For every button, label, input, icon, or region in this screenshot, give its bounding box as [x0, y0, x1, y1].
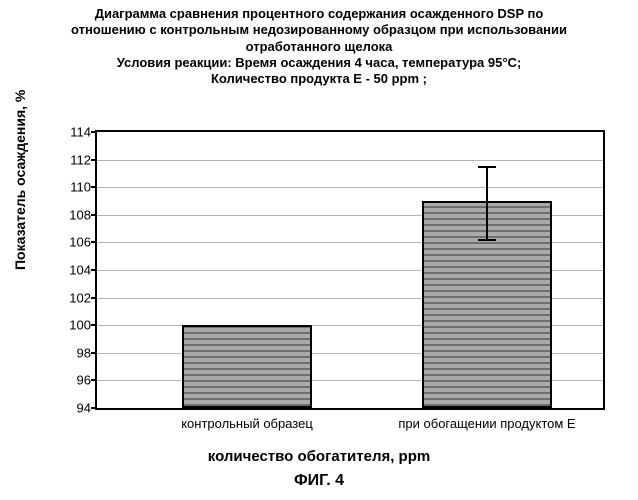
y-tick-label: 102 — [69, 290, 91, 305]
y-tick-mark — [91, 352, 97, 354]
y-tick-mark — [91, 324, 97, 326]
gridline — [97, 187, 603, 188]
plot-area: 949698100102104106108110112114контрольны… — [95, 130, 605, 410]
error-bar-stem — [486, 167, 488, 240]
y-tick-mark — [91, 407, 97, 409]
error-bar-cap-bottom — [478, 239, 496, 241]
y-tick-label: 100 — [69, 318, 91, 333]
y-tick-label: 98 — [77, 345, 91, 360]
x-category-label: контрольный образец — [181, 416, 313, 431]
y-tick-mark — [91, 241, 97, 243]
title-line-3: отработанного щелока — [30, 39, 608, 55]
bar — [182, 325, 312, 408]
y-tick-label: 114 — [70, 125, 91, 140]
gridline — [97, 160, 603, 161]
title-line-4: Условия реакции: Время осаждения 4 часа,… — [30, 55, 608, 71]
bar-hatch — [184, 327, 310, 406]
y-axis-label: Показатель осаждения, % — [12, 90, 28, 270]
x-category-label: при обогащении продуктом E — [398, 416, 575, 431]
y-tick-label: 94 — [77, 401, 91, 416]
y-tick-label: 112 — [70, 152, 91, 167]
title-line-5: Количество продукта E - 50 ppm ; — [30, 71, 608, 87]
y-tick-label: 110 — [70, 180, 91, 195]
y-tick-mark — [91, 214, 97, 216]
y-tick-mark — [91, 186, 97, 188]
y-tick-mark — [91, 159, 97, 161]
y-tick-label: 104 — [69, 263, 91, 278]
y-tick-label: 106 — [69, 235, 91, 250]
y-tick-mark — [91, 269, 97, 271]
x-axis-label: количество обогатителя, ppm — [0, 448, 638, 465]
y-tick-mark — [91, 297, 97, 299]
y-tick-mark — [91, 131, 97, 133]
y-tick-label: 108 — [69, 207, 91, 222]
title-line-2: отношению с контрольным недозированному … — [30, 22, 608, 38]
figure-caption: ФИГ. 4 — [0, 472, 638, 490]
title-line-1: Диаграмма сравнения процентного содержан… — [30, 6, 608, 22]
y-tick-mark — [91, 379, 97, 381]
chart-title: Диаграмма сравнения процентного содержан… — [0, 0, 638, 87]
figure-container: { "title": { "line1": "Диаграмма сравнен… — [0, 0, 638, 500]
y-tick-label: 96 — [77, 373, 91, 388]
error-bar-cap-top — [478, 166, 496, 168]
